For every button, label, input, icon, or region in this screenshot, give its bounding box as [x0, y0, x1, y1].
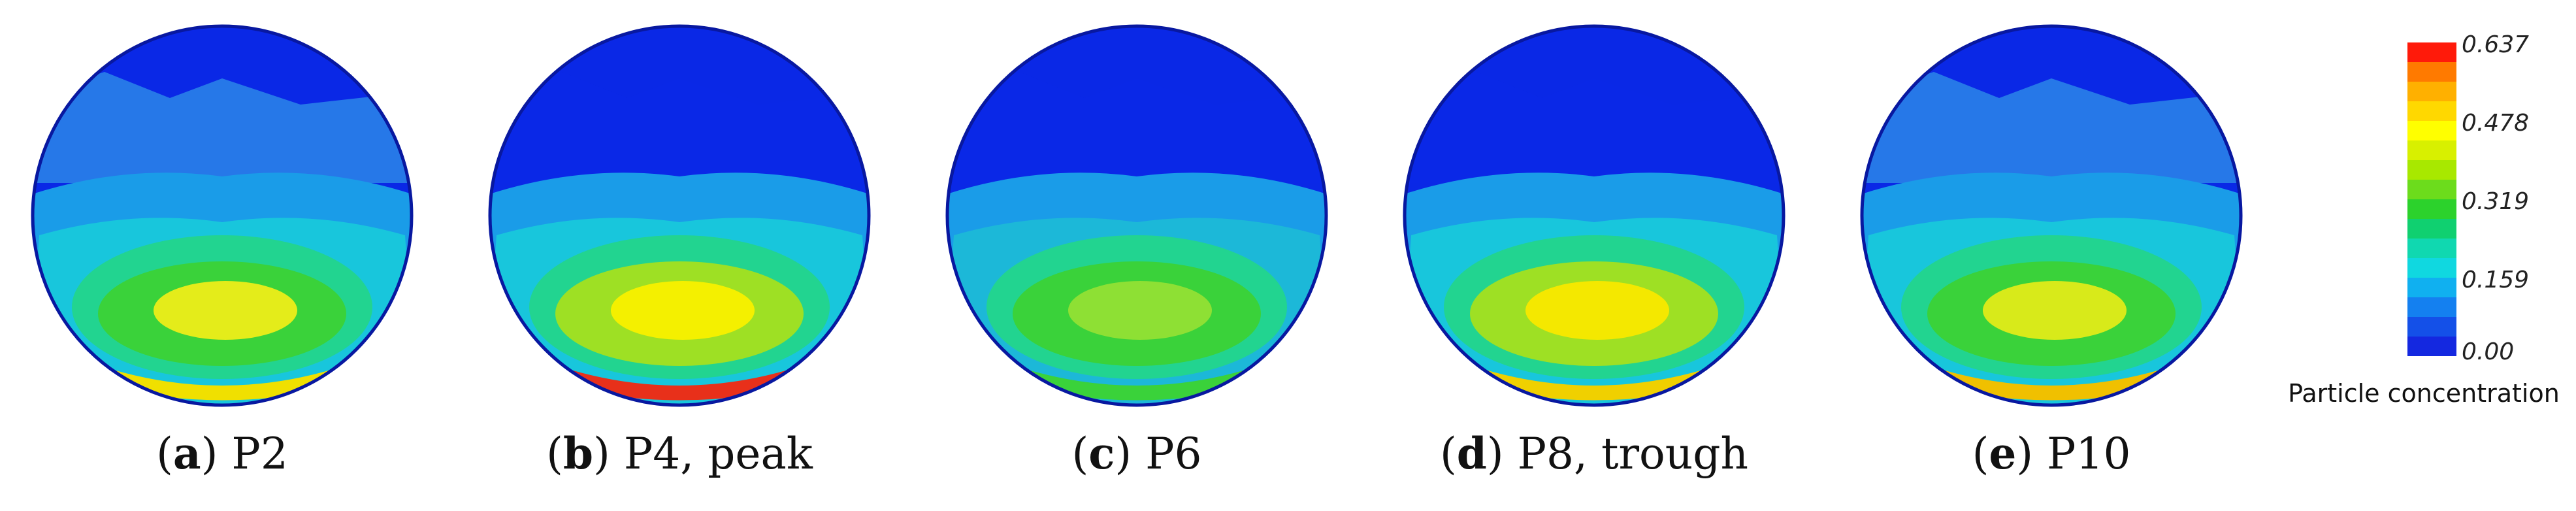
- colorbar-label: Particle concentration: [2288, 379, 2560, 408]
- colorbar-tick-3: 0.319: [2462, 188, 2530, 215]
- colorbar-band: [2407, 297, 2456, 318]
- panel-e: (e) P10: [1855, 0, 2247, 511]
- panel-caption-d: (d) P8, trough: [1439, 428, 1749, 479]
- colorbar-band: [2407, 199, 2456, 220]
- panel-caption-b: (b) P4, peak: [546, 428, 813, 479]
- colorbar-tick-2: 0.478: [2462, 110, 2530, 137]
- panel-label: P10: [2047, 429, 2131, 479]
- panel-letter: a: [172, 428, 201, 479]
- concentration-disc-c: [945, 24, 1328, 407]
- panel-b: (b) P4, peak: [483, 0, 875, 511]
- colorbar-band: [2407, 278, 2456, 298]
- panel-label: P2: [231, 429, 288, 479]
- panel-c: (c) P6: [941, 0, 1333, 511]
- panel-d: (d) P8, trough: [1398, 0, 1790, 511]
- concentration-disc-d: [1403, 24, 1785, 407]
- panel-a: (a) P2: [26, 0, 418, 511]
- colorbar-bands: [2407, 42, 2456, 357]
- concentration-disc-e: [1860, 24, 2243, 407]
- colorbar-band: [2407, 180, 2456, 200]
- colorbar-band: [2407, 219, 2456, 239]
- colorbar-band: [2407, 62, 2456, 82]
- colorbar-tick-max: 0.637: [2462, 31, 2530, 58]
- panel-label: P4, peak: [623, 429, 813, 479]
- colorbar-band: [2407, 258, 2456, 278]
- colorbar-tick-4: 0.159: [2462, 267, 2530, 293]
- panel-caption-e: (e) P10: [1972, 428, 2131, 479]
- panel-label: P8, trough: [1517, 429, 1749, 479]
- colorbar-tick-min: 0.00: [2462, 338, 2515, 365]
- colorbar: [2407, 42, 2456, 357]
- panel-caption-c: (c) P6: [1071, 428, 1202, 479]
- panel-letter: e: [1989, 428, 2017, 479]
- panel-letter: b: [562, 428, 594, 479]
- colorbar-band: [2407, 317, 2456, 337]
- colorbar-band: [2407, 121, 2456, 141]
- panel-label: P6: [1145, 429, 1202, 479]
- colorbar-band: [2407, 239, 2456, 259]
- colorbar-band: [2407, 337, 2456, 357]
- panel-letter: d: [1456, 428, 1487, 479]
- panel-letter: c: [1088, 428, 1115, 479]
- panel-caption-a: (a) P2: [156, 428, 288, 479]
- colorbar-band: [2407, 82, 2456, 102]
- colorbar-band: [2407, 101, 2456, 122]
- concentration-disc-a: [31, 24, 414, 407]
- colorbar-band: [2407, 42, 2456, 63]
- colorbar-band: [2407, 140, 2456, 161]
- concentration-disc-b: [488, 24, 871, 407]
- colorbar-band: [2407, 160, 2456, 180]
